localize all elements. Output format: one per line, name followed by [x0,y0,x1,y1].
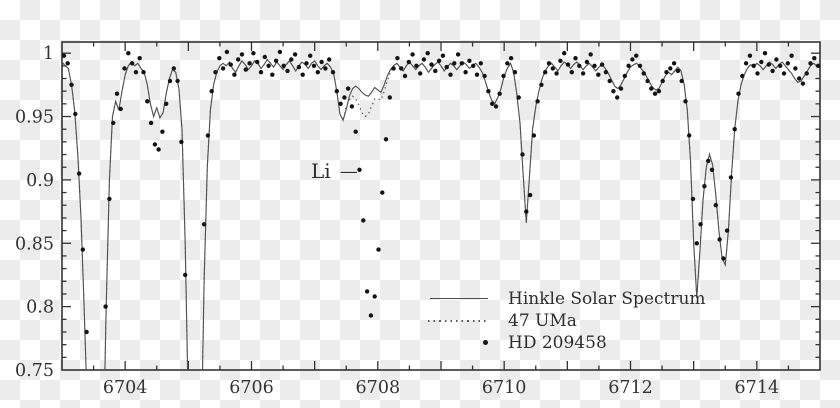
li-line-annotation: Li — [311,159,358,183]
solar-spectrum-line [62,58,820,370]
legend-point-sample [428,334,488,352]
hd209458-points [62,49,820,335]
y-tick-label: 1 [43,44,54,64]
x-tick-label: 6714 [735,378,780,398]
legend-solid-line-sample [428,290,488,308]
spectra-series [62,49,820,370]
li-annotation-label: Li [311,159,331,183]
y-tick-label: 0.8 [26,298,54,318]
y-tick-label: 0.95 [15,108,54,128]
legend-row-47uma: 47 UMa [428,312,728,330]
legend-label-hd209458: HD 209458 [508,333,607,353]
legend-label-solar: Hinkle Solar Spectrum [508,289,706,309]
x-tick-label: 6704 [103,378,148,398]
y-tick-label: 0.9 [26,171,54,191]
y-tick-label: 0.85 [15,234,54,254]
x-tick-label: 6706 [229,378,274,398]
legend-row-solar: Hinkle Solar Spectrum [428,290,728,308]
legend-dotted-line-sample [428,312,488,330]
axis-labels: 6704 6706 6708 6710 6712 6714 0.75 0.8 0.85 0.9 0.… [15,44,779,398]
47uma-line [62,58,820,370]
x-tick-label: 6708 [356,378,401,398]
li-annotation-pointer-dash: — [339,160,358,182]
y-tick-label: 0.75 [15,361,54,381]
axis-ticks [62,42,820,370]
x-tick-label: 6710 [482,378,527,398]
legend-label-47uma: 47 UMa [508,311,577,331]
x-tick-label: 6712 [608,378,653,398]
legend-row-hd209458: HD 209458 [428,334,728,352]
legend: Hinkle Solar Spectrum 47 UMa HD 209458 [428,290,728,352]
